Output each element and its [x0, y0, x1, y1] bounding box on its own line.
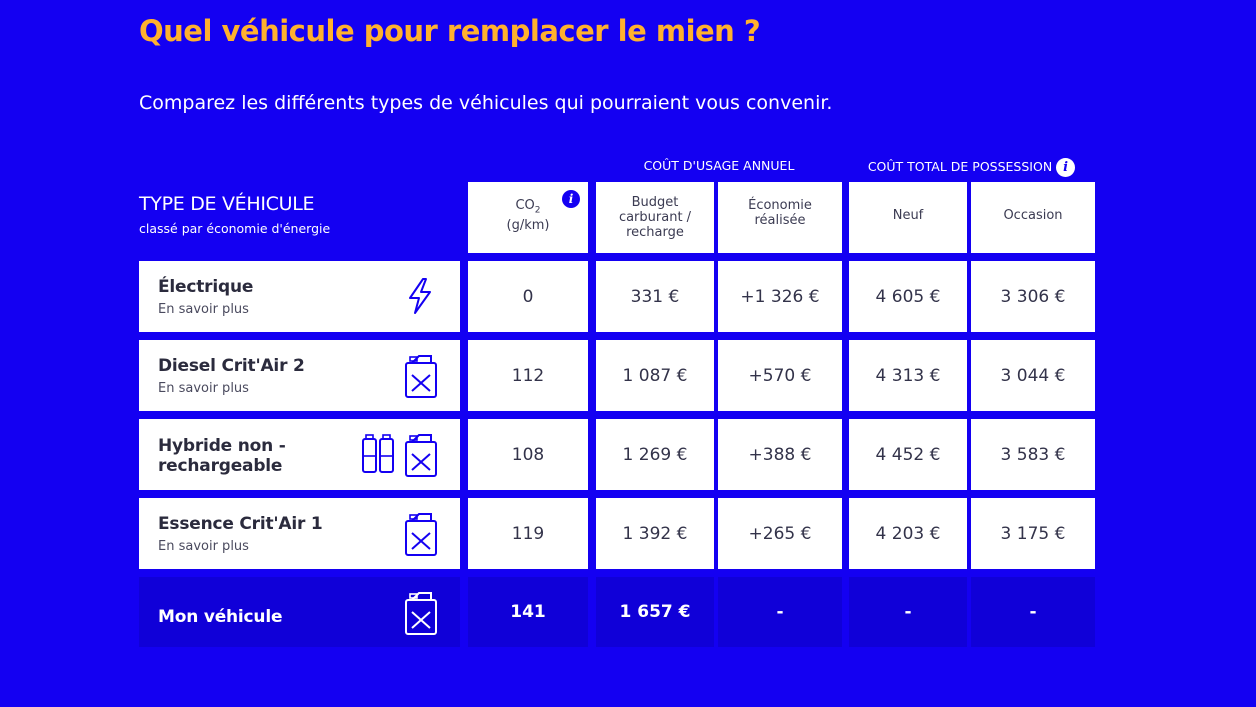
economie-cell: +388 €: [718, 419, 842, 490]
my-vehicle-name: Mon véhicule: [158, 607, 283, 627]
column-header-economie: Économie réalisée: [718, 182, 842, 253]
column-header-budget: Budget carburant / recharge: [596, 182, 714, 253]
vehicle-name: Diesel Crit'Air 2: [158, 356, 305, 376]
budget-cell: 1 269 €: [596, 419, 714, 490]
fuel-can-icon: [405, 355, 437, 398]
budget-cell: 331 €: [596, 261, 714, 332]
fuel-can-icon: [405, 592, 437, 635]
vehicle-type-title: TYPE DE VÉHICULE: [139, 193, 315, 215]
co2-cell: 112: [468, 340, 588, 411]
co2-cell: 108: [468, 419, 588, 490]
learn-more-link[interactable]: En savoir plus: [158, 539, 249, 554]
column-header-co2: CO2 (g/km) i: [468, 182, 588, 253]
lightning-icon: [409, 278, 431, 314]
vehicle-row-diesel[interactable]: Diesel Crit'Air 2 En savoir plus: [139, 340, 460, 411]
occasion-cell: 3 583 €: [971, 419, 1095, 490]
battery-icon: [362, 434, 394, 473]
my-economie-cell: -: [718, 577, 842, 647]
column-header-occasion: Occasion: [971, 182, 1095, 253]
my-neuf-cell: -: [849, 577, 967, 647]
group-header-usage: COÛT D'USAGE ANNUEL: [643, 158, 795, 173]
neuf-cell: 4 452 €: [849, 419, 967, 490]
neuf-cell: 4 313 €: [849, 340, 967, 411]
economie-cell: +1 326 €: [718, 261, 842, 332]
my-budget-cell: 1 657 €: [596, 577, 714, 647]
page-subtitle: Comparez les différents types de véhicul…: [139, 92, 833, 114]
info-icon[interactable]: i: [1056, 158, 1076, 177]
vehicle-row-electrique[interactable]: Électrique En savoir plus: [139, 261, 460, 332]
occasion-cell: 3 306 €: [971, 261, 1095, 332]
economie-cell: +570 €: [718, 340, 842, 411]
learn-more-link[interactable]: En savoir plus: [158, 302, 249, 317]
fuel-can-icon: [405, 434, 437, 477]
vehicle-row-hybride[interactable]: Hybride non - rechargeable: [139, 419, 460, 490]
occasion-cell: 3 044 €: [971, 340, 1095, 411]
budget-cell: 1 087 €: [596, 340, 714, 411]
my-occasion-cell: -: [971, 577, 1095, 647]
vehicle-type-header: TYPE DE VÉHICULE classé par économie d'é…: [139, 193, 330, 236]
vehicle-name: Hybride non - rechargeable: [158, 436, 286, 476]
vehicle-name: Essence Crit'Air 1: [158, 514, 323, 534]
neuf-cell: 4 203 €: [849, 498, 967, 569]
neuf-cell: 4 605 €: [849, 261, 967, 332]
vehicle-row-essence[interactable]: Essence Crit'Air 1 En savoir plus: [139, 498, 460, 569]
economie-cell: +265 €: [718, 498, 842, 569]
my-co2-cell: 141: [468, 577, 588, 647]
page-title: Quel véhicule pour remplacer le mien ?: [139, 14, 761, 48]
info-icon[interactable]: i: [562, 190, 580, 208]
vehicle-type-subtitle: classé par économie d'énergie: [139, 221, 331, 236]
my-vehicle-row: Mon véhicule: [139, 577, 460, 647]
co2-cell: 0: [468, 261, 588, 332]
group-header-possession: COÛT TOTAL DE POSSESSION i: [848, 158, 1095, 177]
fuel-can-icon: [405, 513, 437, 556]
column-header-neuf: Neuf: [849, 182, 967, 253]
budget-cell: 1 392 €: [596, 498, 714, 569]
vehicle-name: Électrique: [158, 277, 254, 297]
occasion-cell: 3 175 €: [971, 498, 1095, 569]
learn-more-link[interactable]: En savoir plus: [158, 381, 249, 396]
co2-cell: 119: [468, 498, 588, 569]
